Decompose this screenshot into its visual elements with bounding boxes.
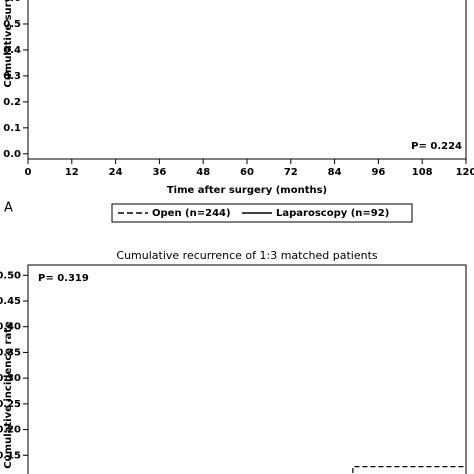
y-tick-label: 0.25 [0, 399, 21, 410]
x-tick-label: 12 [65, 167, 79, 178]
x-tick-label: 72 [284, 167, 298, 178]
annotation: P= 0.319 [38, 273, 89, 284]
y-tick-label: 0.1 [3, 123, 21, 134]
plot-frame [27, 0, 467, 160]
y-tick-label: 0.20 [0, 425, 21, 436]
y-tick-label: 0.3 [3, 71, 21, 82]
series-line [352, 466, 466, 474]
y-tick-label: 0.15 [0, 450, 21, 461]
y-tick-label: 0.40 [0, 322, 21, 333]
x-tick-label: 36 [152, 167, 166, 178]
y-tick-label: 0.6 [3, 0, 21, 4]
y-tick-label: 0.4 [3, 45, 21, 56]
y-tick-label: 0.2 [3, 97, 21, 108]
y-tick-label: 0.0 [3, 149, 21, 160]
y-tick-label: 0.35 [0, 347, 21, 358]
x-tick-label: 24 [109, 167, 123, 178]
legend-label: Open (n=244) [152, 208, 231, 219]
legend-label: Laparoscopy (n=92) [276, 208, 389, 219]
x-tick-label: 84 [328, 167, 342, 178]
x-tick-label: 0 [25, 167, 32, 178]
y-tick-label: 0.50 [0, 270, 21, 281]
y-tick-label: 0.45 [0, 296, 21, 307]
chart-title: Cumulative recurrence of 1:3 matched pat… [116, 249, 377, 262]
x-axis-label: Time after surgery (months) [167, 185, 327, 196]
legend-frame [111, 203, 413, 223]
y-axis-label: Cumulative survi [3, 0, 14, 88]
y-tick-label: 0.5 [3, 19, 21, 30]
annotation: P= 0.224 [411, 141, 462, 152]
x-tick-label: 60 [240, 167, 254, 178]
x-tick-label: 48 [196, 167, 210, 178]
x-tick-label: 96 [371, 167, 385, 178]
y-axis-label: Cumulative incidence rate [3, 321, 14, 469]
plot-frame [27, 264, 467, 474]
x-tick-label: 120 [456, 167, 474, 178]
y-tick-label: 0.30 [0, 373, 21, 384]
panel-label: A [4, 201, 13, 216]
x-tick-label: 108 [412, 167, 433, 178]
